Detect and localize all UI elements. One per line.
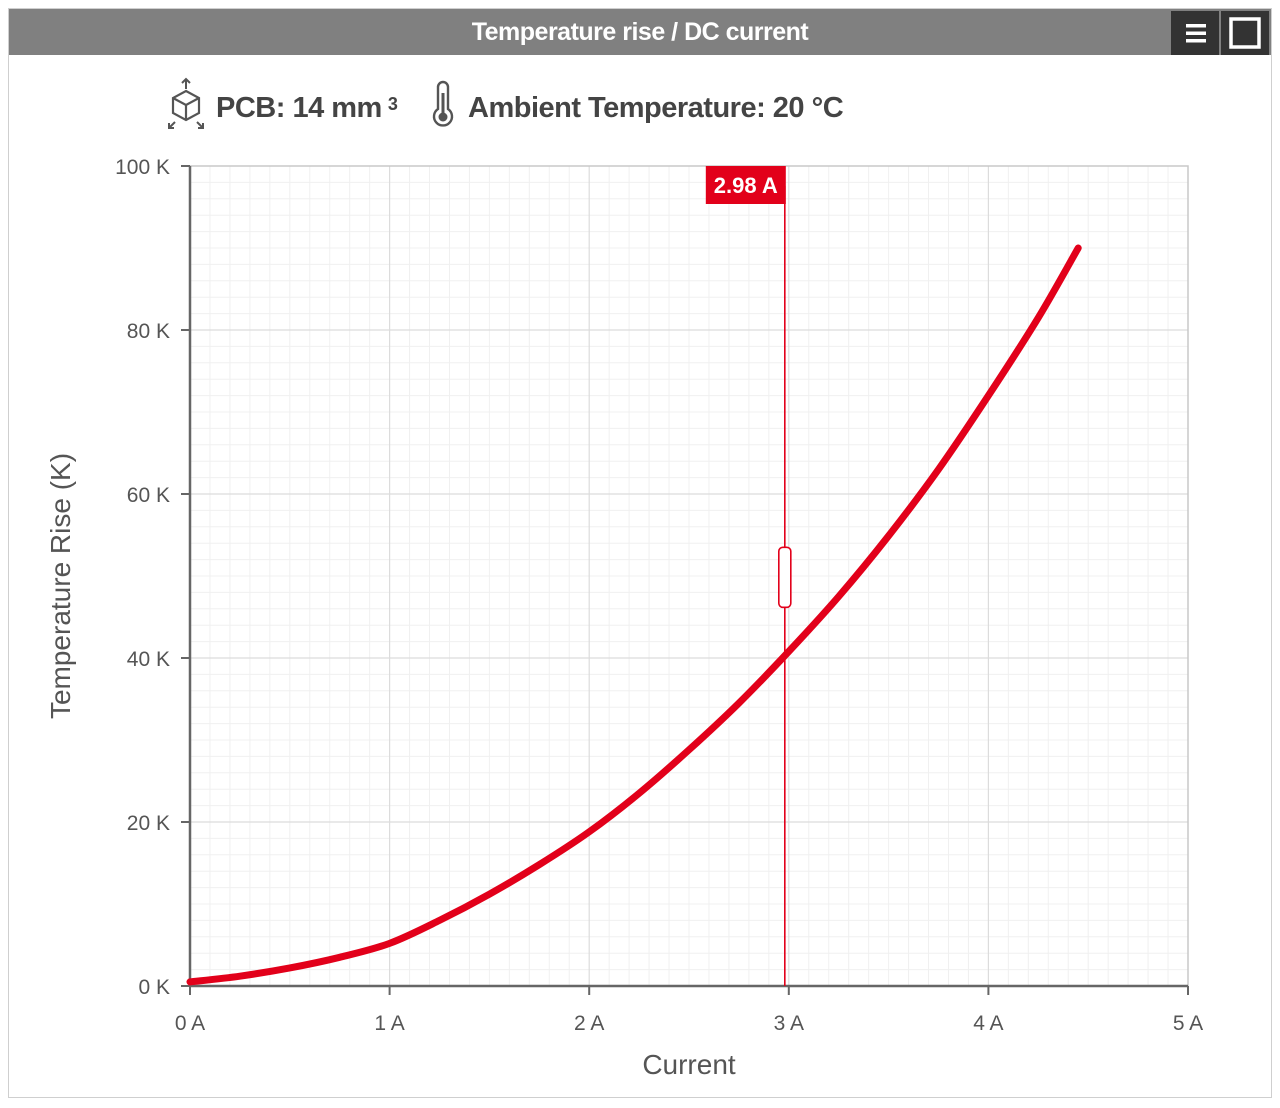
x-tick-label: 2 A <box>574 1012 604 1035</box>
x-tick-label: 4 A <box>973 1012 1003 1035</box>
panel-title: Temperature rise / DC current <box>471 18 809 46</box>
ambient-info: Ambient Temperature: 20 °C <box>428 78 844 138</box>
ambient-label: Ambient Temperature: 20 °C <box>468 91 844 124</box>
series-points <box>189 247 1079 983</box>
y-tick-label: 40 K <box>127 648 170 671</box>
x-tick-label: 3 A <box>774 1012 804 1035</box>
axes <box>188 166 1188 988</box>
maximize-button[interactable] <box>1221 11 1269 55</box>
menu-button[interactable] <box>1171 11 1219 55</box>
panel-titlebar: Temperature rise / DC current <box>9 9 1271 55</box>
cursor-value-label: 2.98 A <box>714 173 778 198</box>
y-tick-label: 0 K <box>138 976 170 999</box>
major-grid <box>190 166 1188 986</box>
pcb-exponent: 3 <box>387 93 398 114</box>
x-tick-label: 1 A <box>374 1012 404 1035</box>
x-axis-title: Current <box>642 1049 736 1080</box>
y-tick-label: 20 K <box>127 812 170 835</box>
pcb-label: PCB: 14 mm <box>216 91 382 124</box>
y-axis-title: Temperature Rise (K) <box>45 453 76 719</box>
maximize-icon <box>1229 17 1261 49</box>
cursor-drag-handle[interactable] <box>778 546 792 609</box>
x-tick-label: 5 A <box>1173 1012 1203 1035</box>
y-axis-ticks: 0 K 20 K 40 K 60 K 80 K 100 K <box>115 156 190 999</box>
y-tick-label: 60 K <box>127 484 170 507</box>
cube-dimensions-icon <box>166 77 206 139</box>
cursor-label-box <box>705 166 786 204</box>
thermometer-icon <box>428 79 458 137</box>
y-tick-label: 80 K <box>127 320 170 343</box>
x-axis-ticks: 0 A 1 A 2 A 3 A 4 A 5 A <box>175 986 1203 1035</box>
hamburger-menu-icon <box>1186 24 1206 43</box>
y-tick-label: 100 K <box>115 156 170 179</box>
series-line <box>186 244 1082 986</box>
x-tick-label: 0 A <box>175 1012 205 1035</box>
minor-grid <box>190 166 1188 986</box>
pcb-info: PCB: 14 mm 3 <box>166 77 398 139</box>
